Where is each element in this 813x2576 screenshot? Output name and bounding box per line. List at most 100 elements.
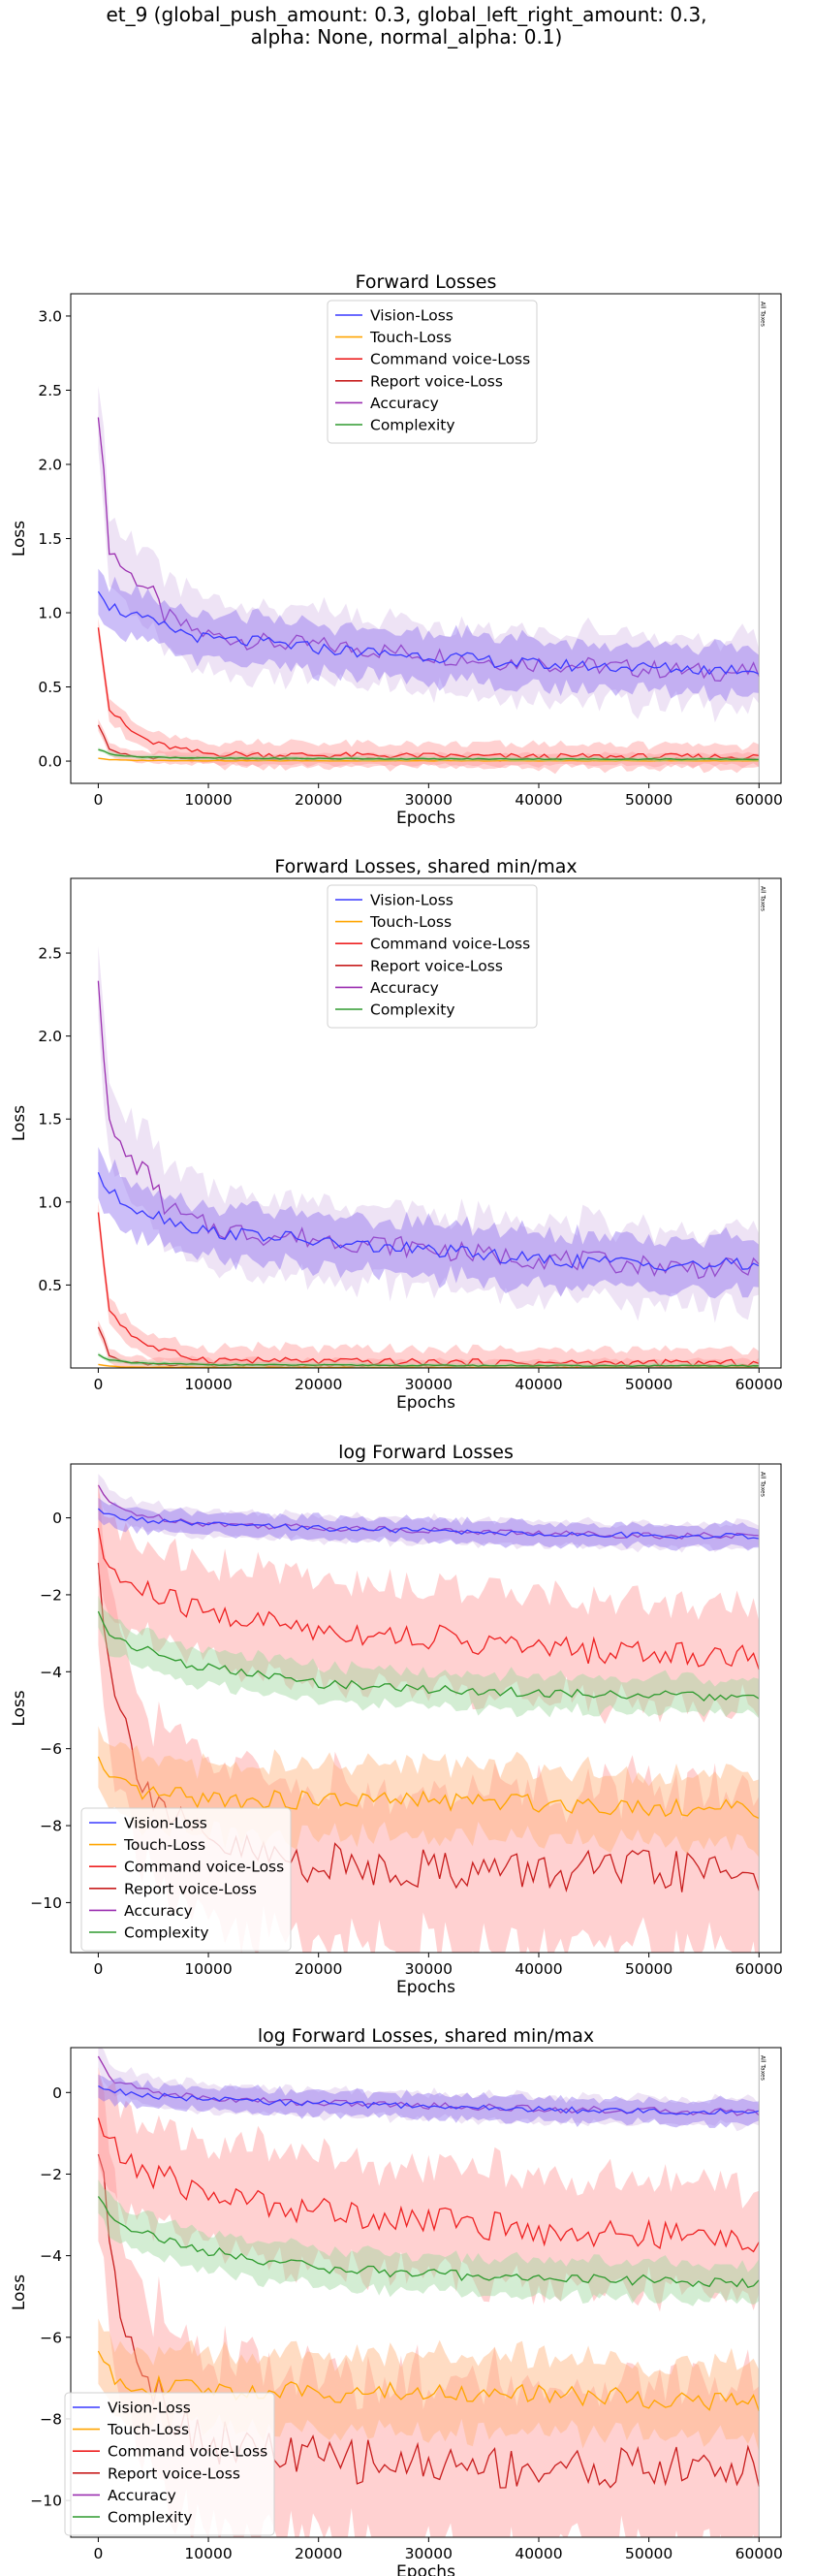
y-tick-label: 0 [52, 1510, 62, 1527]
x-tick-label: 40000 [515, 1376, 562, 1393]
axes-frame [70, 2047, 782, 2538]
legend: Vision-Loss Touch-Loss Command voice-Loss R… [64, 2392, 275, 2536]
legend-entry-report: Report voice-Loss [370, 957, 503, 974]
series-line-accuracy [97, 980, 760, 1280]
legend-entry-touch: Touch-Loss [107, 2421, 189, 2438]
legend-entry-complexity: Complexity [370, 417, 455, 434]
legend-box [327, 884, 538, 1029]
x-tick-label: 10000 [184, 1960, 232, 1978]
x-tick-label: 0 [93, 2545, 103, 2562]
vertical-marker-label: All Taxes [759, 2055, 766, 2081]
band-command [98, 1201, 760, 1368]
plot-area [97, 945, 760, 1368]
legend: Vision-Loss Touch-Loss Command voice-Loss R… [80, 1807, 292, 1952]
y-axis-label: Loss [10, 1105, 29, 1141]
y-tick-label: 1.5 [38, 1111, 62, 1129]
chart-title: Forward Losses, shared min/max [274, 856, 577, 877]
legend-entry-complexity: Complexity [124, 1924, 209, 1942]
series-line-vision [98, 2085, 760, 2115]
x-tick-label: 50000 [625, 1960, 672, 1978]
legend-entry-report: Report voice-Loss [108, 2465, 240, 2482]
y-tick-label: 0.5 [38, 679, 62, 696]
legend: Vision-Loss Touch-Loss Command voice-Loss R… [327, 300, 538, 444]
legend-entry-vision: Vision-Loss [108, 2400, 191, 2417]
legend-entry-accuracy: Accuracy [370, 979, 439, 997]
y-tick-label: −8 [40, 2410, 62, 2428]
axes-frame [70, 877, 782, 1369]
series-line-accuracy [97, 1484, 760, 1540]
y-tick-label: −4 [40, 1664, 62, 1681]
legend-entry-accuracy: Accuracy [124, 1902, 193, 1920]
x-tick-label: 60000 [735, 1960, 783, 1978]
legend-entry-complexity: Complexity [108, 2509, 193, 2527]
x-axis-label: Epochs [396, 1393, 455, 1413]
chart-panel-3: All Taxes 0 10000 20000 30000 40000 50000 60000… [10, 1442, 783, 1997]
series-line-accuracy [97, 2055, 760, 2116]
legend-entry-vision: Vision-Loss [124, 1815, 207, 1832]
series-line-accuracy [97, 417, 760, 682]
axes-frame [70, 1463, 782, 1954]
legend-entry-touch: Touch-Loss [123, 1836, 205, 1854]
y-axis-label: Loss [10, 2274, 29, 2310]
band-vision [98, 568, 760, 702]
y-tick-label: 2.5 [38, 945, 62, 963]
band-vision [98, 1147, 760, 1299]
y-tick-label: 2.0 [38, 1028, 62, 1045]
x-tick-label: 20000 [295, 2545, 342, 2562]
band-accuracy [98, 386, 760, 723]
series-line-touch [98, 757, 760, 762]
chart-panel-4: All Taxes 0 10000 20000 30000 40000 50000 60000… [10, 2025, 783, 2576]
series-line-touch [97, 2350, 760, 2412]
y-tick-label: −10 [30, 1894, 62, 1912]
x-tick-label: 0 [93, 1376, 103, 1393]
legend-entry-vision: Vision-Loss [370, 892, 453, 909]
vertical-marker-label: All Taxes [759, 302, 766, 327]
legend-entry-vision: Vision-Loss [370, 307, 453, 325]
chart-title: log Forward Losses, shared min/max [258, 2025, 594, 2047]
y-tick-label: −4 [40, 2247, 62, 2265]
y-tick-label: −8 [40, 1818, 62, 1835]
band-complexity [98, 1352, 760, 1368]
y-tick-label: 1.0 [38, 605, 62, 622]
y-axis-label: Loss [10, 521, 29, 557]
x-tick-label: 40000 [515, 1960, 562, 1978]
band-complexity [98, 1595, 760, 1719]
x-axis-label: Epochs [396, 1978, 455, 1997]
x-tick-label: 10000 [184, 1376, 232, 1393]
y-axis-label: Loss [10, 1690, 29, 1726]
y-tick-label: −6 [40, 1740, 62, 1758]
y-tick-label: 2.0 [38, 456, 62, 473]
x-tick-label: 50000 [625, 791, 672, 809]
legend-entry-accuracy: Accuracy [108, 2487, 176, 2504]
x-tick-label: 20000 [295, 1960, 342, 1978]
chart-panel-2: All Taxes 0 10000 20000 30000 40000 50000 60000… [10, 856, 783, 1413]
x-tick-label: 30000 [405, 791, 453, 809]
series-line-report [97, 1326, 760, 1368]
band-accuracy [98, 945, 760, 1323]
y-tick-label: −2 [40, 1586, 62, 1604]
x-tick-label: 40000 [515, 2545, 562, 2562]
series-line-complexity [97, 1610, 760, 1702]
plot-area [97, 386, 760, 775]
series-line-vision [97, 1508, 760, 1540]
x-tick-label: 0 [93, 791, 103, 809]
x-tick-label: 0 [93, 1960, 103, 1978]
legend-entry-command: Command voice-Loss [370, 936, 530, 953]
x-tick-label: 60000 [735, 1376, 783, 1393]
legend-entry-report: Report voice-Loss [124, 1880, 257, 1897]
vertical-marker-label: All Taxes [759, 886, 766, 911]
series-line-command [97, 1527, 760, 1670]
figure-suptitle: et_9 (global_push_amount: 0.3, global_le… [0, 4, 813, 48]
x-tick-label: 60000 [735, 791, 783, 809]
legend-entry-touch: Touch-Loss [369, 913, 452, 931]
series-line-complexity [98, 1353, 760, 1368]
x-tick-label: 20000 [295, 1376, 342, 1393]
x-tick-label: 30000 [405, 2545, 453, 2562]
legend-entry-touch: Touch-Loss [369, 329, 452, 346]
legend-box [80, 1807, 292, 1952]
y-tick-label: 0.0 [38, 753, 62, 771]
legend-entry-command: Command voice-Loss [124, 1859, 284, 1876]
band-command [98, 1485, 760, 1725]
legend-entry-command: Command voice-Loss [108, 2443, 267, 2461]
